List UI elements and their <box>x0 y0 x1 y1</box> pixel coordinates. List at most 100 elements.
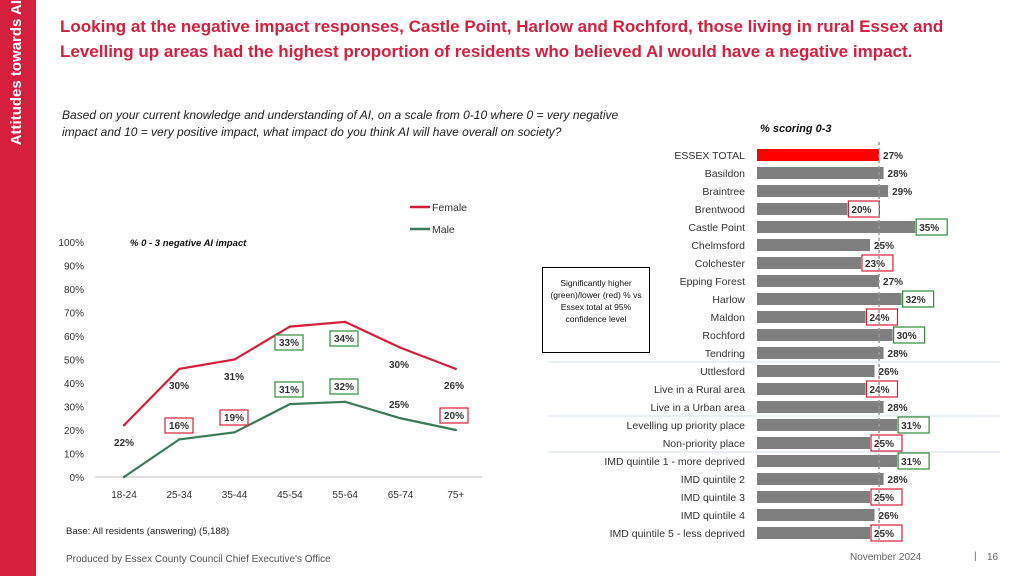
y-tick-label: 50% <box>64 356 84 367</box>
significance-box <box>861 254 894 272</box>
data-point <box>288 325 292 328</box>
bar-value-label: 26% <box>879 367 899 378</box>
data-point <box>233 431 236 434</box>
x-tick-label: 18-24 <box>111 490 137 501</box>
bar <box>757 419 898 431</box>
slide-headline: Looking at the negative impact responses… <box>60 17 944 61</box>
data-point <box>233 358 236 361</box>
bar-category-label: Non-priority place <box>663 438 745 450</box>
bar-category-label: IMD quintile 4 <box>681 510 745 522</box>
y-tick-label: 100% <box>58 238 84 249</box>
data-point <box>122 475 126 479</box>
bar-category-label: IMD quintile 1 - more deprived <box>604 456 745 468</box>
significance-box <box>439 407 469 424</box>
data-label: 19% <box>224 413 244 424</box>
data-point <box>122 424 126 427</box>
bar-category-label: Epping Forest <box>680 276 745 288</box>
significance-note: Significantly higher (green)/lower (red)… <box>542 267 650 353</box>
bar <box>757 329 893 341</box>
bar-category-label: IMD quintile 5 - less deprived <box>610 528 746 540</box>
bar <box>757 347 884 359</box>
bar-value-label: 25% <box>874 241 894 252</box>
data-label: 30% <box>389 360 409 371</box>
data-label: 16% <box>169 421 189 432</box>
bar-value-label: 26% <box>879 511 899 522</box>
data-label: 30% <box>169 381 189 392</box>
bar-value-label: 29% <box>892 187 912 198</box>
bar <box>757 473 884 485</box>
bar-value-label: 35% <box>919 223 939 234</box>
line-chart: 0% 10% 20% 30% 40% 50% 60% 70% 80% 90% 100% 18-24 25… <box>58 202 482 501</box>
data-label: 22% <box>114 438 134 449</box>
y-tick-label: 60% <box>64 332 84 343</box>
x-tick-label: 65-74 <box>388 490 414 501</box>
bar-value-label: 27% <box>883 151 903 162</box>
bar <box>757 437 870 449</box>
y-tick-label: 70% <box>64 309 84 320</box>
data-label: 25% <box>389 400 409 411</box>
data-point <box>454 428 457 432</box>
significance-box <box>902 290 935 308</box>
data-point <box>399 417 402 420</box>
significance-box <box>870 524 903 542</box>
bar <box>757 167 884 179</box>
bar-value-label: 24% <box>869 385 889 396</box>
bar <box>757 149 880 161</box>
y-tick-label: 10% <box>64 450 84 461</box>
bar-value-label: 32% <box>906 295 926 306</box>
bar <box>757 311 866 323</box>
footer-separator: | <box>974 551 977 562</box>
significance-box <box>865 308 899 326</box>
x-tick-label: 55-64 <box>332 490 358 501</box>
bar <box>757 239 870 251</box>
bar-category-label: Live in a Urban area <box>650 402 745 414</box>
bar-category-label: IMD quintile 3 <box>681 492 745 504</box>
footer-producer: Produced by Essex County Council Chief E… <box>66 554 331 565</box>
bar <box>757 221 916 233</box>
bar <box>757 527 870 539</box>
bar-chart-title: % scoring 0-3 <box>760 123 832 135</box>
bar <box>757 257 861 269</box>
bar-value-label: 30% <box>897 331 917 342</box>
page-number: 16 <box>987 552 999 563</box>
base-note: Base: All residents (answering) (5,188) <box>66 526 230 537</box>
bar-value-label: 20% <box>851 205 871 216</box>
bar-category-label: Castle Point <box>688 222 745 234</box>
bar <box>757 203 848 215</box>
bar-value-label: 24% <box>869 313 889 324</box>
bar-category-label: Live in a Rural area <box>654 384 745 396</box>
series-line-male <box>123 400 457 478</box>
bar-category-label: Brentwood <box>695 204 745 216</box>
bar-category-label: Colchester <box>695 258 746 270</box>
bar <box>757 491 870 503</box>
significance-box <box>274 381 304 398</box>
bar-category-label: Tendring <box>705 348 745 360</box>
bar <box>757 365 875 377</box>
y-tick-label: 90% <box>64 262 84 273</box>
bar-value-label: 28% <box>888 403 908 414</box>
bar-value-label: 27% <box>883 277 903 288</box>
y-tick-label: 40% <box>64 379 84 390</box>
significance-box <box>164 417 194 434</box>
data-label: 20% <box>444 411 464 422</box>
bar-category-label: ESSEX TOTAL <box>674 150 745 162</box>
y-tick-label: 20% <box>64 426 84 437</box>
bar-category-label: Basildon <box>705 168 745 180</box>
bar <box>757 455 898 467</box>
data-label: 32% <box>334 382 354 393</box>
footer-date: November 2024 <box>850 552 922 563</box>
bar <box>757 401 884 413</box>
data-point <box>344 320 347 324</box>
significance-box <box>847 200 881 218</box>
data-label: 31% <box>279 385 299 396</box>
x-tick-label: 45-54 <box>277 490 303 501</box>
y-tick-label: 30% <box>64 403 84 414</box>
significance-box <box>915 218 948 236</box>
bar-category-label: Harlow <box>712 294 745 306</box>
data-point <box>178 367 181 371</box>
significance-box <box>329 330 359 347</box>
bar-category-label: Braintree <box>702 186 745 198</box>
significance-box <box>274 334 304 351</box>
bar <box>757 383 866 395</box>
survey-question: Based on your current knowledge and unde… <box>62 108 619 139</box>
